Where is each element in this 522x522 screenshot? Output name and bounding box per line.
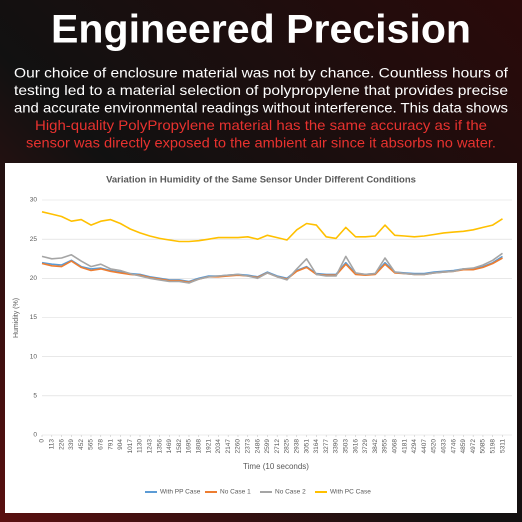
y-tick-label: 10 (30, 353, 38, 360)
x-tick-label: 565 (88, 439, 95, 450)
x-tick-label: 5198 (489, 439, 496, 454)
x-tick-label: 1695 (186, 439, 193, 454)
x-tick-label: 3503 (342, 439, 349, 454)
x-tick-label: 4294 (411, 439, 418, 454)
y-tick-label: 0 (33, 432, 37, 439)
x-tick-label: 1582 (176, 439, 183, 454)
series-line (41, 211, 503, 243)
x-tick-label: 3277 (323, 439, 330, 454)
description-line: testing led to a material selection of p… (14, 82, 508, 98)
x-tick-label: 2712 (274, 439, 281, 454)
description-line: Our choice of enclosure material was not… (14, 65, 508, 81)
x-tick-label: 1130 (137, 439, 144, 453)
y-axis-title: Humidity (%) (13, 298, 20, 338)
x-tick-label: 1017 (127, 439, 134, 454)
legend-label: No Case 2 (275, 489, 306, 496)
x-tick-label: 4520 (431, 439, 438, 454)
x-tick-label: 1356 (156, 439, 163, 454)
x-tick-label: 2373 (244, 439, 251, 454)
x-tick-label: 339 (68, 439, 75, 450)
x-tick-label: 3955 (382, 439, 389, 454)
x-tick-label: 3164 (313, 439, 320, 454)
x-tick-label: 4181 (401, 439, 408, 454)
x-tick-label: 3616 (352, 439, 359, 454)
x-tick-label: 4068 (391, 439, 398, 454)
legend-label: No Case 1 (220, 489, 251, 496)
x-tick-label: 1243 (147, 439, 154, 454)
x-tick-label: 3729 (362, 439, 369, 454)
x-tick-label: 5085 (480, 439, 487, 454)
x-axis-title: Time (10 seconds) (243, 462, 309, 471)
x-tick-label: 4859 (460, 439, 467, 454)
highlight-line: sensor was directly exposed to the ambie… (26, 135, 496, 151)
y-tick-label: 5 (33, 393, 37, 400)
x-tick-label: 2599 (264, 439, 271, 454)
y-tick-label: 15 (30, 314, 38, 321)
x-tick-label: 1921 (205, 439, 212, 454)
highlight-line: High-quality PolyPropylene material has … (35, 117, 487, 133)
x-tick-label: 452 (78, 439, 85, 450)
x-tick-label: 1808 (196, 439, 203, 454)
y-tick-label: 25 (30, 236, 38, 243)
series-line (41, 252, 503, 284)
x-tick-label: 2938 (293, 439, 300, 454)
legend-label: With PC Case (330, 489, 371, 496)
x-tick-label: 2486 (254, 439, 261, 454)
headline: Engineered Precision (51, 8, 471, 52)
x-tick-label: 4972 (470, 439, 477, 454)
y-tick-label: 20 (30, 275, 38, 282)
x-tick-label: 3390 (333, 439, 340, 454)
legend-label: With PP Case (160, 489, 201, 496)
x-tick-label: 2260 (235, 439, 242, 454)
x-tick-label: 4746 (450, 439, 457, 454)
x-tick-label: 0 (39, 439, 46, 443)
x-tick-label: 2147 (225, 439, 232, 454)
x-tick-label: 904 (117, 439, 124, 450)
x-tick-label: 4407 (421, 439, 428, 454)
description-line: and accurate environmental readings with… (14, 100, 508, 116)
x-tick-label: 678 (98, 439, 105, 450)
x-tick-label: 4633 (440, 439, 447, 454)
chart-panel (5, 163, 517, 513)
x-tick-label: 2825 (284, 439, 291, 454)
x-tick-label: 791 (107, 439, 114, 450)
x-tick-label: 226 (58, 439, 65, 450)
x-tick-label: 3842 (372, 439, 379, 454)
chart-title: Variation in Humidity of the Same Sensor… (106, 175, 416, 186)
x-tick-label: 1469 (166, 439, 173, 454)
x-tick-label: 3051 (303, 439, 310, 454)
y-tick-label: 30 (30, 197, 38, 204)
x-tick-label: 2034 (215, 439, 222, 454)
x-tick-label: 5311 (499, 439, 506, 453)
x-tick-label: 113 (49, 439, 56, 450)
description: Our choice of enclosure material was not… (14, 65, 508, 151)
